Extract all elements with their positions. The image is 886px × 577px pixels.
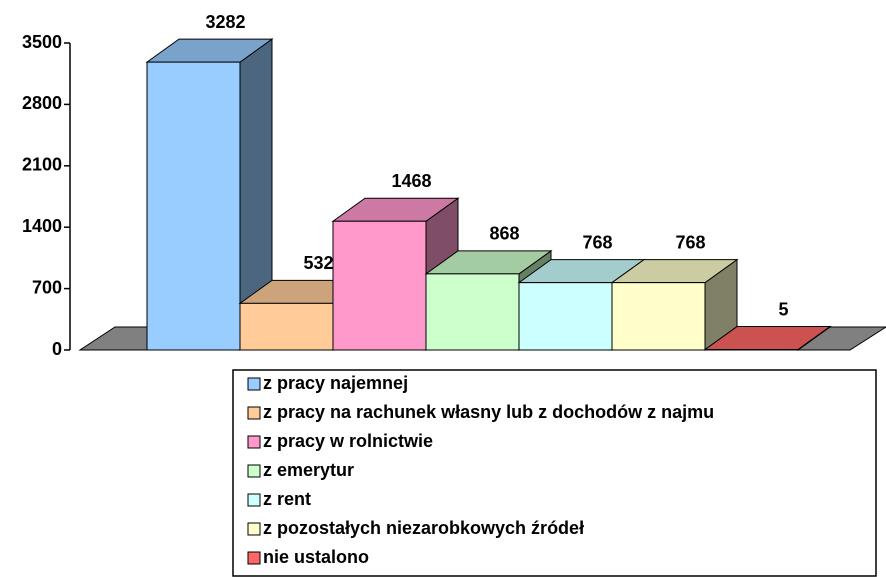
legend-label: z pracy najemnej	[263, 373, 408, 393]
bar	[518, 282, 613, 351]
y-tick-label: 0	[52, 339, 62, 359]
value-label: 868	[489, 224, 519, 244]
bar	[425, 273, 520, 351]
bar	[332, 220, 427, 351]
legend-swatch	[247, 493, 261, 507]
y-tick-label: 1400	[22, 216, 62, 236]
bar	[146, 61, 241, 351]
y-tick-label: 700	[32, 277, 62, 297]
value-label: 5	[778, 299, 788, 319]
value-label: 768	[582, 232, 612, 252]
legend-swatch	[247, 464, 261, 478]
y-tick-label: 2100	[22, 155, 62, 175]
value-label: 1468	[391, 171, 431, 191]
value-label: 532	[303, 253, 333, 273]
value-label: 768	[675, 232, 705, 252]
legend-swatch	[247, 406, 261, 420]
legend-swatch	[247, 522, 261, 536]
value-label: 3282	[205, 12, 245, 32]
legend-label: z emerytur	[263, 460, 354, 480]
legend-swatch	[247, 435, 261, 449]
legend-label: z pracy w rolnictwie	[263, 431, 433, 451]
legend-swatch	[247, 377, 261, 391]
legend-label: z pozostałych niezarobkowych źródeł	[263, 518, 584, 538]
legend-label: z rent	[263, 489, 311, 509]
bar	[611, 282, 706, 351]
legend-label: nie ustalono	[263, 547, 369, 567]
y-tick-label: 2800	[22, 93, 62, 113]
y-tick-label: 3500	[22, 32, 62, 52]
legend-box	[232, 369, 877, 577]
bar	[239, 302, 334, 351]
legend-label: z pracy na rachunek własny lub z dochodó…	[263, 402, 714, 422]
legend-swatch	[247, 551, 261, 565]
